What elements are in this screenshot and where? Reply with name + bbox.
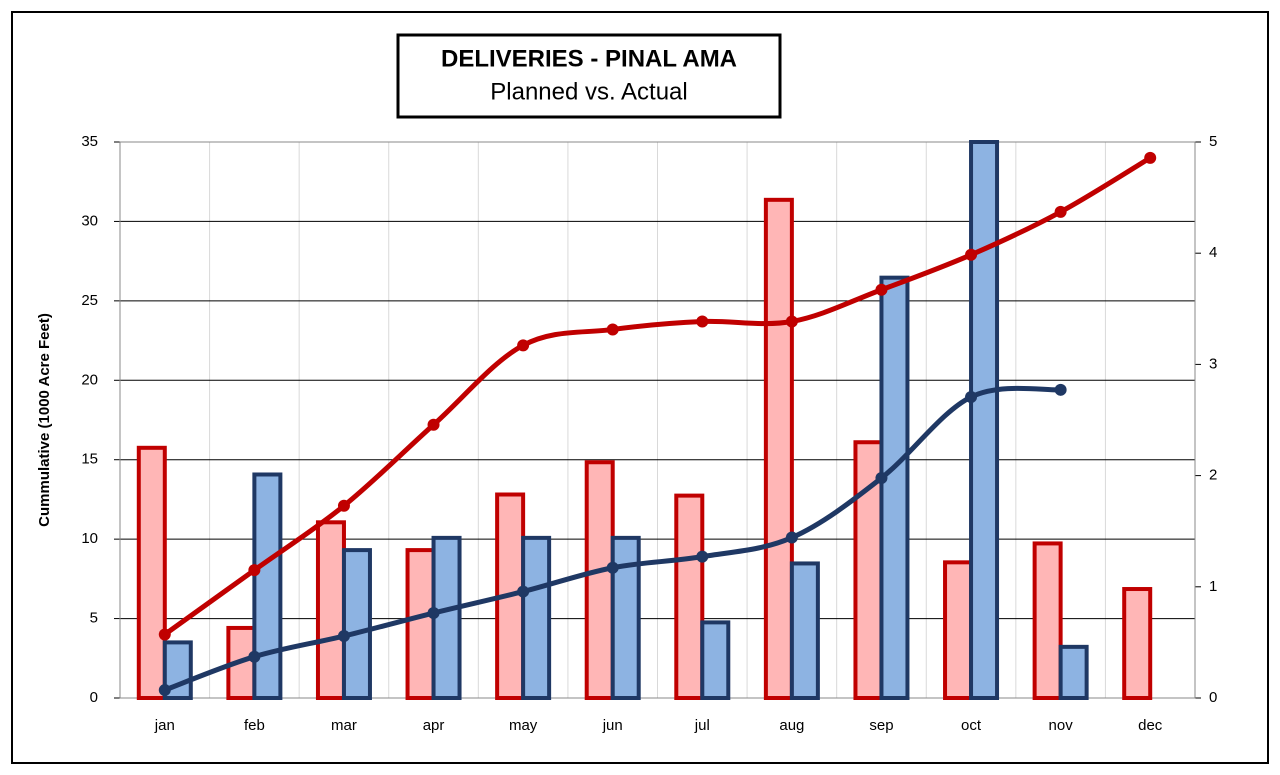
x-tick-label: aug xyxy=(779,717,804,734)
x-tick-label: may xyxy=(509,717,538,734)
point xyxy=(337,630,350,643)
point xyxy=(875,471,888,484)
bar xyxy=(674,493,705,700)
bar xyxy=(405,548,436,700)
point xyxy=(248,564,261,577)
point xyxy=(965,248,978,261)
point xyxy=(1144,151,1157,164)
x-tick-label: sep xyxy=(869,717,893,734)
bar xyxy=(1122,587,1153,700)
point xyxy=(158,628,171,641)
point xyxy=(965,390,978,403)
y-tick-label: 25 xyxy=(81,292,98,309)
bar xyxy=(431,535,462,701)
point xyxy=(785,531,798,544)
point xyxy=(517,339,530,352)
point xyxy=(517,585,530,598)
line xyxy=(163,155,1152,637)
bar xyxy=(252,472,283,700)
x-tick-label: apr xyxy=(423,717,445,734)
y-tick-label: 35 xyxy=(81,133,98,150)
bar xyxy=(789,561,820,700)
bar xyxy=(879,275,910,700)
bar xyxy=(763,197,794,700)
y-tick-label: 5 xyxy=(90,610,98,627)
y2-tick-label: 5 xyxy=(1209,133,1217,150)
x-tick-label: oct xyxy=(961,717,982,734)
point xyxy=(248,650,261,663)
point xyxy=(337,499,350,512)
y2-tick-label: 2 xyxy=(1209,467,1217,484)
bar xyxy=(315,520,346,701)
point xyxy=(696,550,709,563)
bar xyxy=(700,620,731,700)
chart-subtitle: Planned vs. Actual xyxy=(490,78,687,105)
y2-tick-label: 1 xyxy=(1209,578,1217,595)
y2-tick-label: 0 xyxy=(1209,689,1217,706)
point xyxy=(1054,383,1067,396)
x-tick-label: feb xyxy=(244,717,265,734)
x-tick-label: jan xyxy=(154,717,175,734)
bar xyxy=(969,140,1000,700)
bar xyxy=(584,460,615,701)
y-tick-label: 10 xyxy=(81,530,98,547)
y-tick-label: 0 xyxy=(90,689,98,706)
point xyxy=(158,684,171,697)
point xyxy=(427,418,440,431)
x-tick-label: nov xyxy=(1049,717,1074,734)
bar xyxy=(1032,541,1063,700)
y2-tick-label: 4 xyxy=(1209,244,1217,261)
x-tick-label: mar xyxy=(331,717,357,734)
bar xyxy=(1058,644,1089,701)
x-tick-label: jul xyxy=(694,717,710,734)
point xyxy=(875,283,888,296)
y2-tick-label: 3 xyxy=(1209,355,1217,372)
title-box xyxy=(396,33,782,119)
point xyxy=(427,607,440,620)
y-tick-label: 20 xyxy=(81,371,98,388)
y-tick-label: 15 xyxy=(81,451,98,468)
bar xyxy=(521,535,552,701)
x-tick-label: jun xyxy=(602,717,623,734)
y-tick-label: 30 xyxy=(81,212,98,229)
plot-border xyxy=(119,141,1196,699)
point xyxy=(696,315,709,328)
bar xyxy=(943,560,974,700)
point xyxy=(785,315,798,328)
point xyxy=(606,323,619,336)
x-tick-label: dec xyxy=(1138,717,1163,734)
bar xyxy=(136,445,167,700)
point xyxy=(1054,205,1067,218)
chart-title: DELIVERIES - PINAL AMA xyxy=(441,45,737,72)
y-axis-label: Cummulative (1000 Acre Feet) xyxy=(36,313,53,527)
point xyxy=(606,561,619,574)
bar xyxy=(341,548,372,700)
